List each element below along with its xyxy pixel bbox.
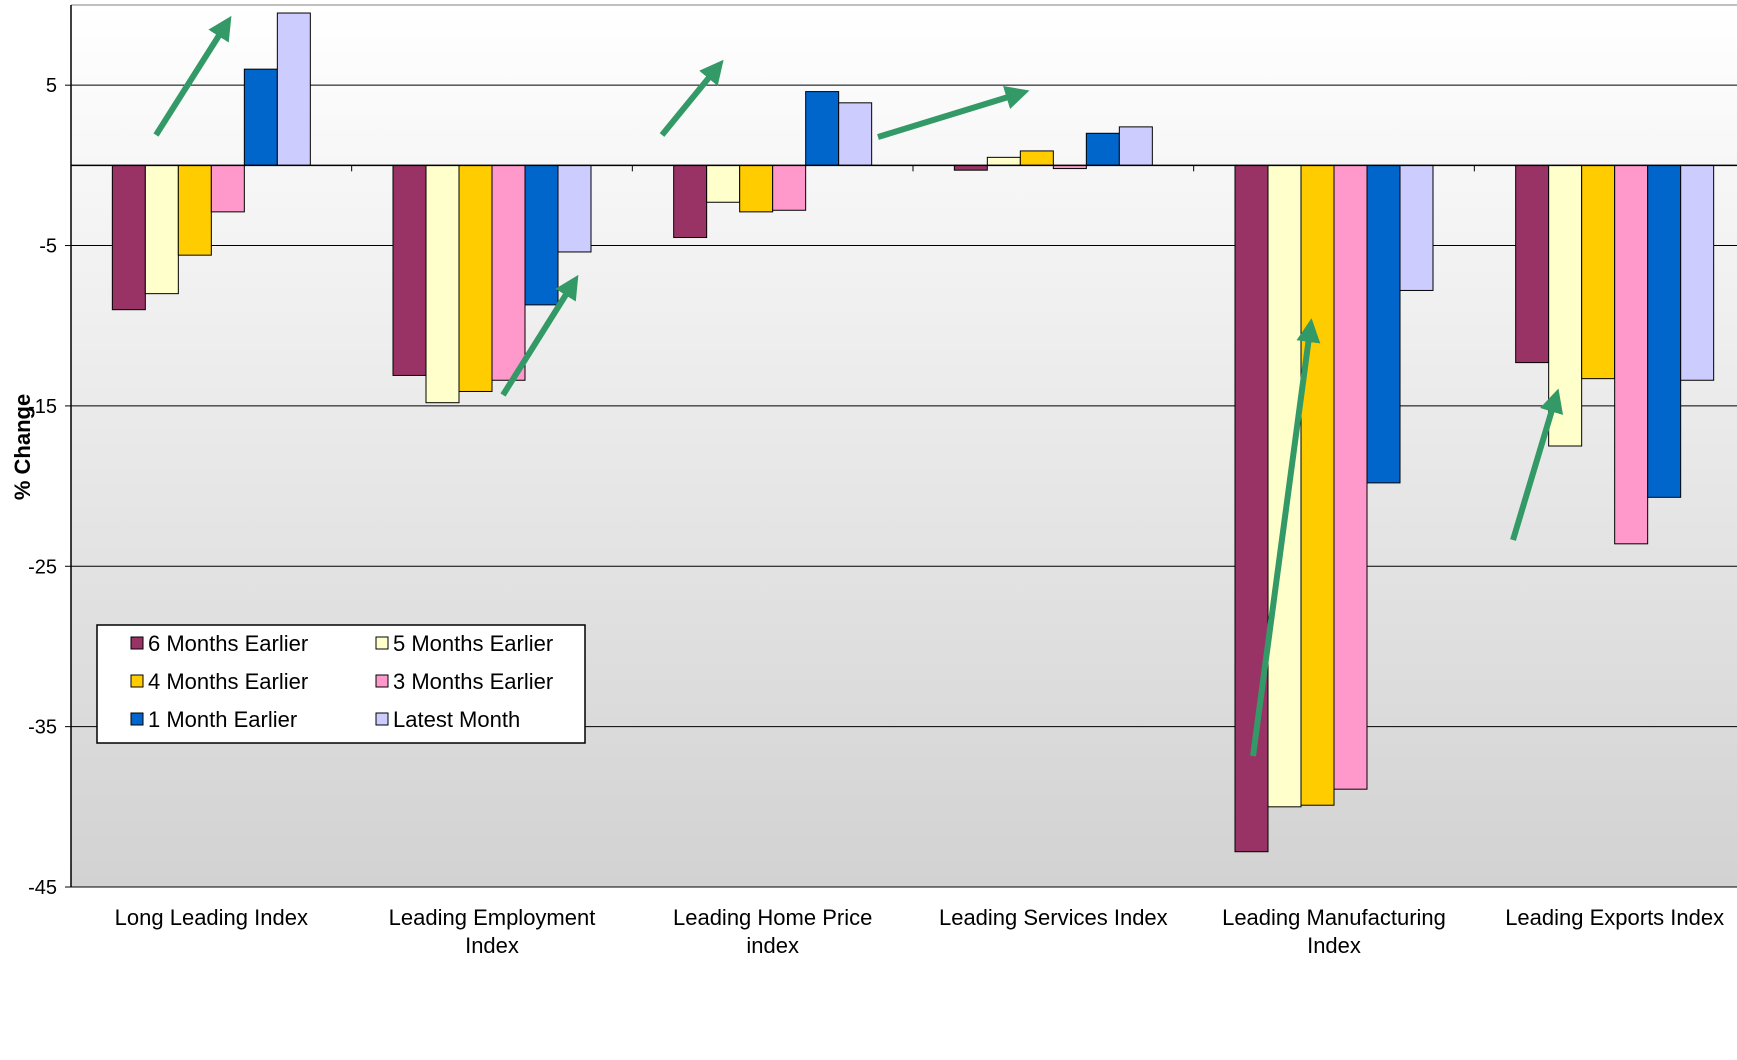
bar — [491, 164, 526, 381]
trend-arrow — [153, 15, 232, 137]
bar — [772, 164, 807, 211]
bar — [706, 164, 741, 203]
bar — [1399, 164, 1434, 291]
x-category-label: Long Leading Index — [115, 905, 308, 930]
legend-label: 1 Month Earlier — [148, 707, 297, 732]
bar — [425, 164, 460, 404]
bar — [673, 164, 708, 239]
trend-arrows — [153, 15, 1564, 757]
trend-arrow — [659, 59, 724, 137]
bar — [1614, 164, 1649, 545]
bar — [1333, 164, 1368, 790]
bar — [1647, 164, 1682, 498]
trend-arrow — [500, 274, 579, 397]
x-axis-labels: Long Leading Index Leading Employment Inde… — [115, 905, 1724, 958]
bar — [1680, 164, 1715, 381]
bar — [392, 164, 427, 376]
bar — [1300, 164, 1335, 806]
bar — [1234, 164, 1269, 853]
y-axis-ticks: 5 -5 -15 -25 -35 -45 — [28, 75, 71, 899]
bar — [243, 68, 278, 166]
y-tick-label: -15 — [28, 396, 57, 418]
bar — [210, 164, 245, 213]
legend-swatch — [375, 636, 389, 650]
bar — [805, 91, 840, 166]
x-category-label: index — [746, 933, 799, 958]
legend-label: Latest Month — [393, 707, 520, 732]
x-category-label: Leading Manufacturing — [1222, 905, 1446, 930]
legend-swatch — [130, 636, 144, 650]
bar — [986, 156, 1021, 166]
bar — [1267, 164, 1302, 808]
legend-swatch — [130, 674, 144, 688]
legend-label: 6 Months Earlier — [148, 631, 308, 656]
x-category-label: Index — [465, 933, 519, 958]
legend-label: 4 Months Earlier — [148, 669, 308, 694]
legend: 6 Months Earlier 5 Months Earlier 4 Months… — [96, 624, 586, 744]
bar — [177, 164, 212, 256]
y-axis-label: % Change — [10, 394, 35, 500]
legend-label: 3 Months Earlier — [393, 669, 553, 694]
y-tick-label: 5 — [46, 75, 57, 97]
x-category-label: Leading Employment — [389, 905, 596, 930]
legend-swatch — [130, 712, 144, 726]
bar — [557, 164, 592, 253]
bar — [458, 164, 493, 392]
bar — [524, 164, 559, 306]
plot-area-background — [71, 5, 1737, 887]
bar — [1515, 164, 1550, 364]
bars — [111, 12, 1715, 853]
bar — [111, 164, 146, 311]
bar — [739, 164, 774, 213]
bar — [144, 164, 179, 295]
x-category-label: Leading Services Index — [939, 905, 1168, 930]
bar — [1581, 164, 1616, 380]
legend-swatch — [375, 712, 389, 726]
y-tick-label: -35 — [28, 717, 57, 739]
bar — [1085, 132, 1120, 166]
axes — [70, 5, 1737, 888]
bar — [1366, 164, 1401, 484]
x-category-label: Leading Exports Index — [1505, 905, 1724, 930]
y-tick-label: -5 — [39, 236, 57, 258]
trend-arrow — [877, 86, 1030, 140]
trend-arrow — [1250, 318, 1321, 757]
bar — [1118, 126, 1153, 166]
bar — [1019, 150, 1054, 166]
bar — [276, 12, 311, 166]
legend-swatch — [375, 674, 389, 688]
legend-label: 5 Months Earlier — [393, 631, 553, 656]
legend-box — [96, 624, 586, 744]
x-category-label: Index — [1307, 933, 1361, 958]
y-tick-label: -25 — [28, 556, 57, 578]
trend-arrow — [1510, 388, 1564, 541]
x-category-label: Leading Home Price — [673, 905, 872, 930]
bar — [838, 102, 873, 166]
y-tick-label: -45 — [28, 877, 57, 899]
